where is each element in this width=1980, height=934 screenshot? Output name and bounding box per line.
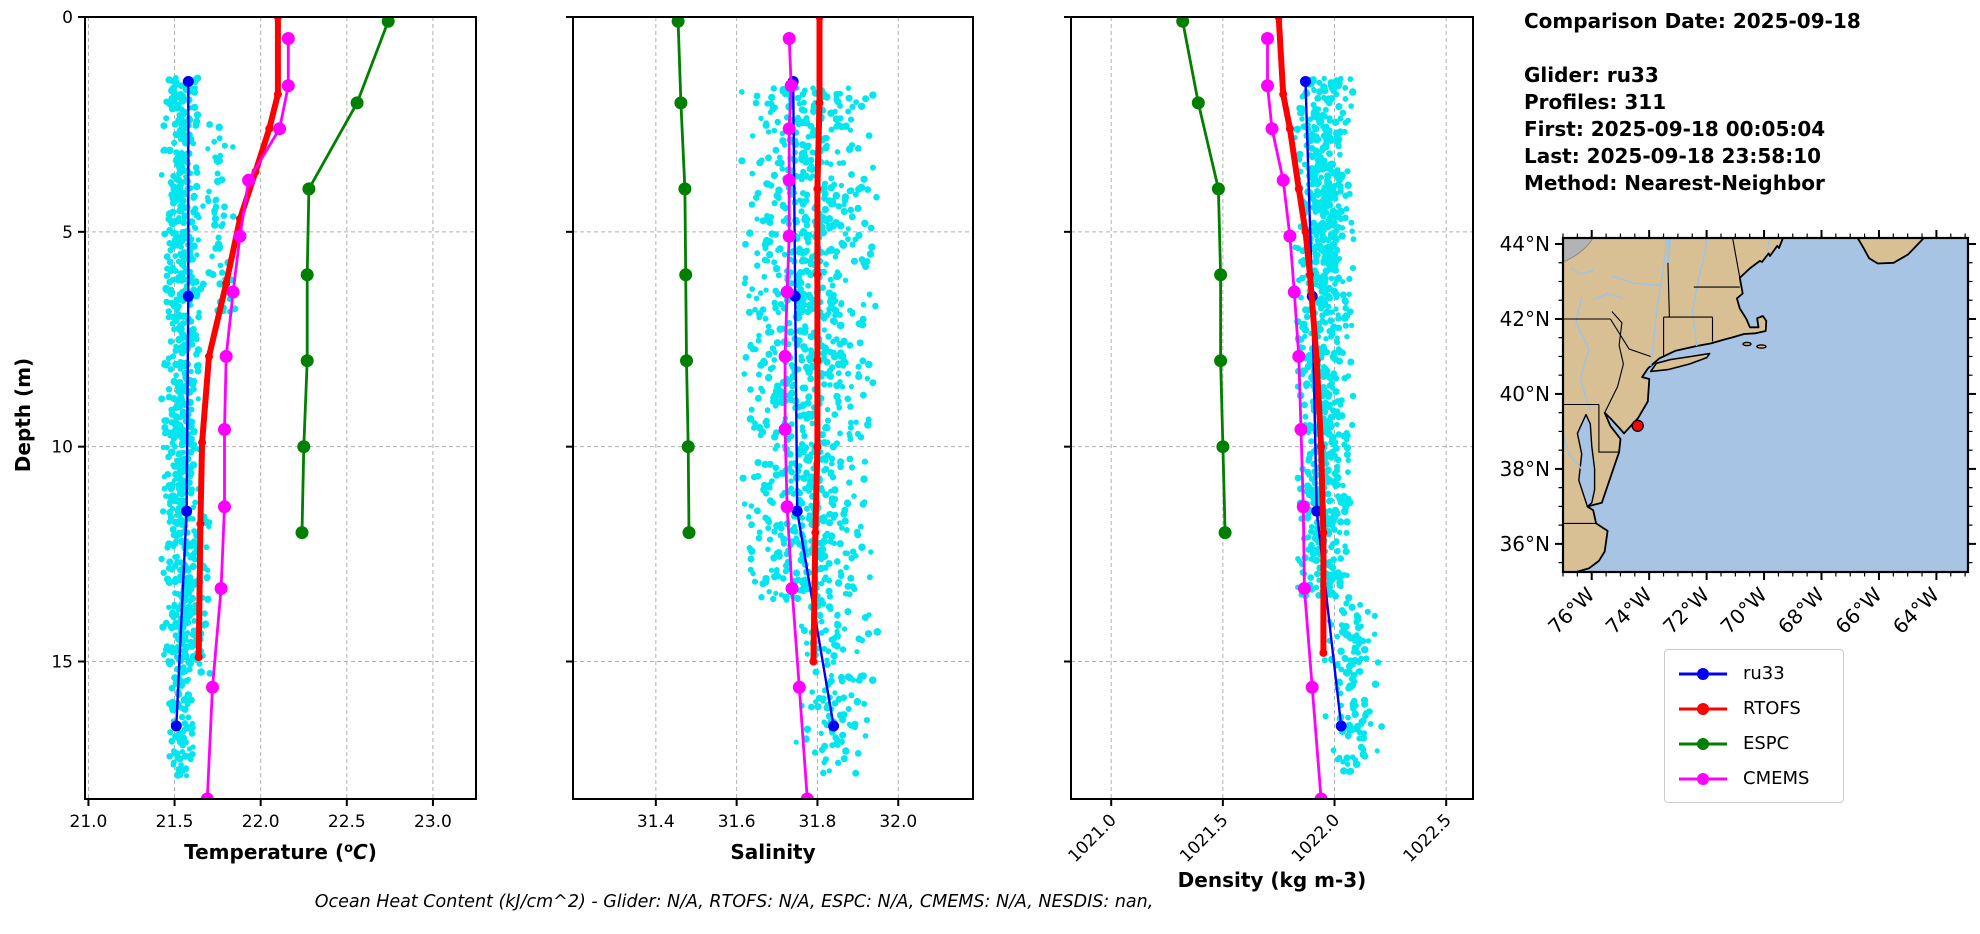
map-lat-label: 44°N bbox=[1500, 232, 1550, 256]
series-cmems bbox=[1261, 32, 1328, 799]
first-profile-time-text: First: 2025-09-18 00:05:04 bbox=[1524, 117, 1826, 141]
map-ticks bbox=[1555, 230, 1976, 580]
map-lon-label: 74°W bbox=[1601, 582, 1657, 638]
svg-text:31.6: 31.6 bbox=[718, 812, 756, 832]
map-lat-label: 38°N bbox=[1500, 457, 1550, 481]
svg-text:31.4: 31.4 bbox=[637, 812, 675, 832]
series-rtofs bbox=[1274, 17, 1328, 657]
svg-text:5: 5 bbox=[62, 223, 73, 243]
axes-frame bbox=[1070, 16, 1474, 800]
method-text: Method: Nearest-Neighbor bbox=[1524, 171, 1825, 195]
series-ru33 bbox=[170, 76, 194, 732]
ocean-heat-content-note: Ocean Heat Content (kJ/cm^2) - Glider: N… bbox=[314, 892, 1154, 912]
legend-label-cmems: CMEMS bbox=[1743, 768, 1810, 789]
series-ru33 bbox=[1300, 76, 1347, 732]
profiles-count-text: Profiles: 311 bbox=[1524, 90, 1667, 114]
svg-text:0: 0 bbox=[62, 8, 73, 28]
map-land bbox=[1562, 237, 1925, 573]
map-nova-scotia bbox=[1856, 237, 1925, 265]
svg-text:1022.0: 1022.0 bbox=[1288, 810, 1344, 866]
map-lon-label: 76°W bbox=[1543, 582, 1599, 638]
map-lon-label: 68°W bbox=[1773, 582, 1829, 638]
series-cmems bbox=[200, 32, 295, 799]
density-axis-label: Density (kg m-3) bbox=[1178, 868, 1367, 892]
map-long-island bbox=[1649, 352, 1711, 373]
svg-text:1021.5: 1021.5 bbox=[1176, 810, 1232, 866]
salinity-panel-group: 31.4 31.6 31.8 32.0 Salinity bbox=[566, 16, 974, 864]
rtofs-line-marker-swatch bbox=[1679, 702, 1727, 715]
map-mainland-coastline bbox=[1562, 237, 1784, 573]
map-lon-label: 64°W bbox=[1888, 582, 1944, 638]
tick-marks bbox=[78, 16, 434, 806]
series-espc bbox=[295, 17, 395, 540]
glider-location-marker bbox=[1631, 419, 1644, 433]
legend-label-ru33: ru33 bbox=[1743, 663, 1785, 684]
tick-marks bbox=[566, 16, 900, 806]
svg-text:1022.5: 1022.5 bbox=[1400, 810, 1456, 866]
salinity-axis-label: Salinity bbox=[730, 840, 815, 864]
ru33-line-marker-swatch bbox=[1679, 667, 1727, 680]
svg-text:31.8: 31.8 bbox=[799, 812, 837, 832]
map-chesapeake-bay bbox=[1576, 413, 1596, 508]
legend-label-rtofs: RTOFS bbox=[1743, 698, 1801, 719]
temperature-axis-label: Temperature (oC) bbox=[184, 840, 377, 864]
grid-lines bbox=[573, 16, 973, 799]
last-profile-time-text: Last: 2025-09-18 23:58:10 bbox=[1524, 144, 1822, 168]
spacer bbox=[1524, 35, 1861, 62]
tick-labels: 31.4 31.6 31.8 32.0 bbox=[637, 812, 917, 832]
legend-item-cmems: CMEMS bbox=[1665, 761, 1843, 796]
y-axis-label: Depth (m) bbox=[11, 358, 35, 472]
tick-labels: 21.0 21.5 22.0 22.5 23.0 0 5 10 15 bbox=[51, 8, 452, 832]
svg-text:32.0: 32.0 bbox=[879, 812, 917, 832]
legend-item-ru33: ru33 bbox=[1665, 656, 1843, 691]
espc-line-marker-swatch bbox=[1679, 737, 1727, 750]
map-state-borders bbox=[1563, 237, 1741, 524]
map-lon-label: 66°W bbox=[1830, 582, 1886, 638]
temperature-panel-group: 21.0 21.5 22.0 22.5 23.0 0 5 10 15 Temperature (o… bbox=[51, 8, 477, 864]
map-frame bbox=[1561, 236, 1970, 574]
legend-item-rtofs: RTOFS bbox=[1665, 691, 1843, 726]
map-lon-label: 70°W bbox=[1716, 582, 1772, 638]
series-espc bbox=[1176, 17, 1232, 540]
tick-marks bbox=[1064, 16, 1448, 806]
map-island-nantucket bbox=[1756, 344, 1767, 349]
map-canvas bbox=[1555, 230, 1976, 580]
comparison-metadata-block: Comparison Date: 2025-09-18 Glider: ru33… bbox=[1524, 8, 1861, 197]
tick-labels: 1021.0 1021.5 1022.0 1022.5 bbox=[1065, 810, 1456, 866]
svg-text:23.0: 23.0 bbox=[414, 812, 452, 832]
axes-frame bbox=[572, 16, 974, 800]
profile-panels-plot: Depth (m) 21.0 21.5 22.0 22.5 23.0 0 5 10 15 Tempe… bbox=[11, 8, 1474, 892]
legend-label-espc: ESPC bbox=[1743, 733, 1790, 754]
svg-text:15: 15 bbox=[51, 653, 73, 673]
svg-text:22.5: 22.5 bbox=[328, 812, 366, 832]
map-lat-label: 40°N bbox=[1500, 382, 1550, 406]
svg-text:10: 10 bbox=[51, 438, 73, 458]
svg-text:21.0: 21.0 bbox=[70, 812, 108, 832]
series-rtofs bbox=[809, 17, 824, 666]
series-rtofs bbox=[194, 17, 282, 662]
series-espc bbox=[671, 17, 696, 540]
glider-raw-scatter bbox=[1292, 75, 1385, 775]
map-lon-label: 72°W bbox=[1658, 582, 1714, 638]
map-rivers bbox=[1562, 237, 1771, 472]
glider-location-map: 44°N 42°N 40°N 38°N 36°N 76°W 74°W 72°W 70°W 68°W… bbox=[1500, 230, 1976, 639]
glider-raw-scatter bbox=[738, 85, 882, 777]
svg-text:22.0: 22.0 bbox=[242, 812, 280, 832]
comparison-date-text: Comparison Date: 2025-09-18 bbox=[1524, 9, 1861, 33]
map-island-marthas-vineyard bbox=[1742, 341, 1752, 347]
legend: ru33 RTOFS ESPC CMEMS bbox=[1664, 649, 1844, 803]
map-lat-label: 42°N bbox=[1500, 307, 1550, 331]
svg-text:21.5: 21.5 bbox=[156, 812, 194, 832]
series-cmems bbox=[778, 32, 814, 799]
cmems-line-marker-swatch bbox=[1679, 772, 1727, 785]
map-lat-label: 36°N bbox=[1500, 532, 1550, 556]
axes-frame bbox=[84, 16, 477, 800]
density-panel-group: 1021.0 1021.5 1022.0 1022.5 Density (kg m-3) bbox=[1064, 16, 1474, 892]
glider-name-text: Glider: ru33 bbox=[1524, 63, 1659, 87]
svg-text:1021.0: 1021.0 bbox=[1065, 810, 1121, 866]
legend-item-espc: ESPC bbox=[1665, 726, 1843, 761]
